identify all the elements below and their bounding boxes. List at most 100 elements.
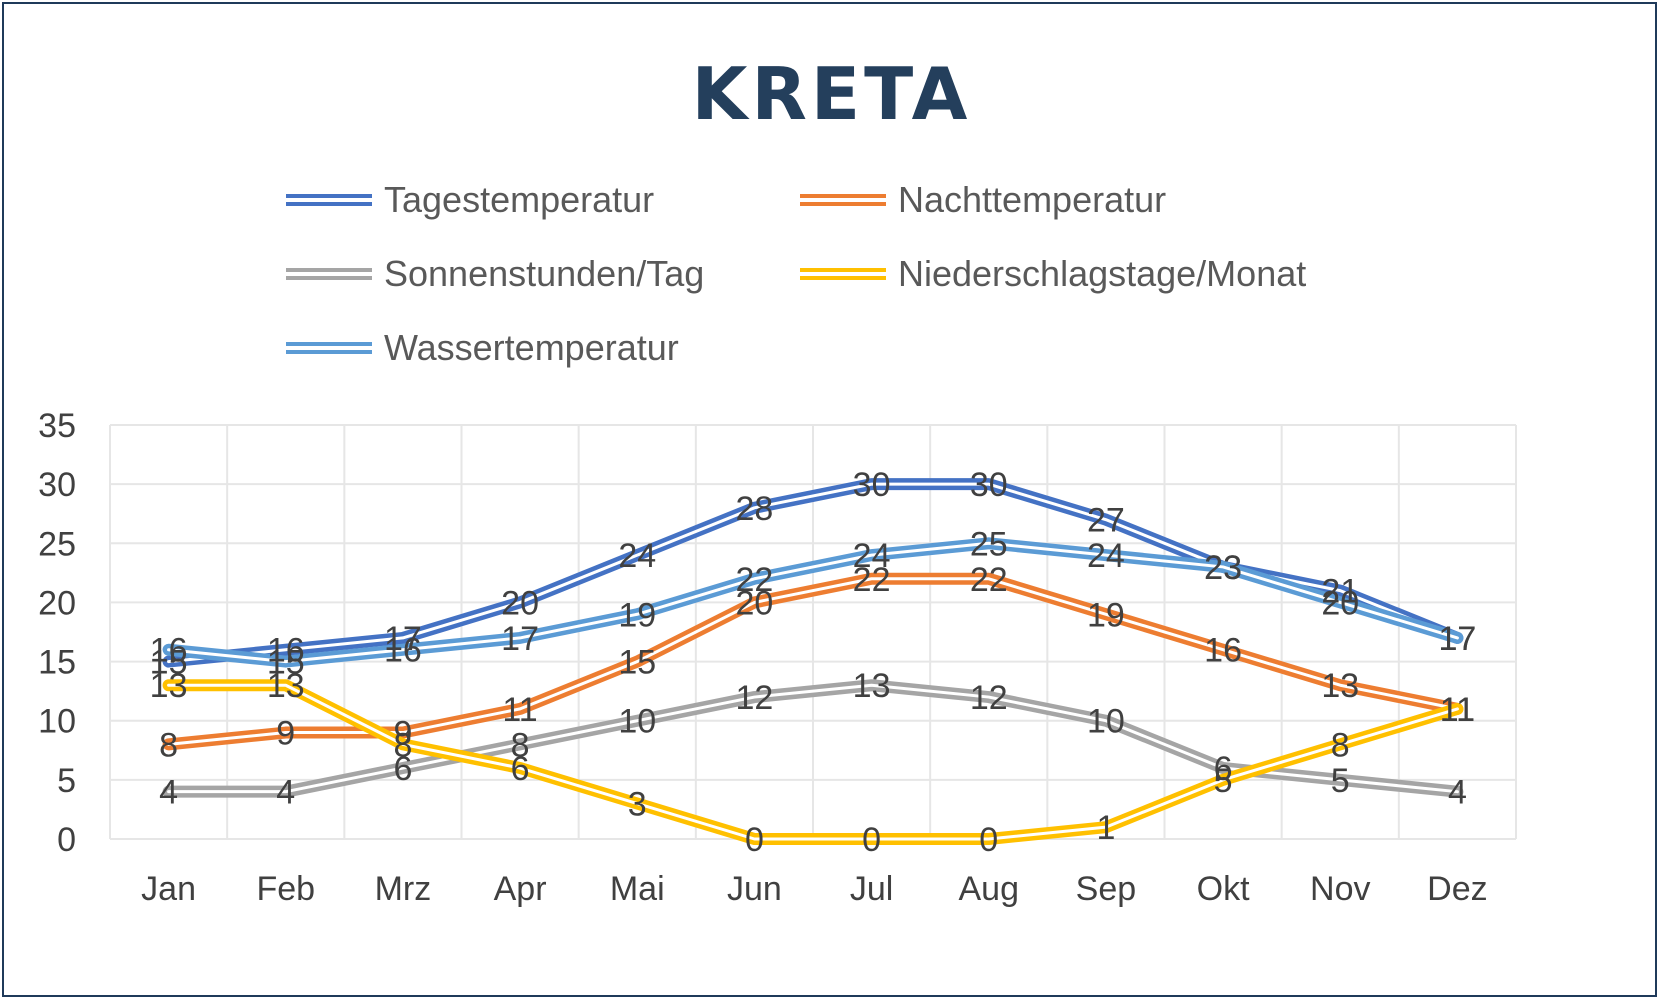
chart-title: KRETA	[691, 52, 972, 136]
legend-label-wassertemperatur: Wassertemperatur	[384, 327, 679, 368]
data-label-niederschlagstage-monat-apr: 6	[511, 750, 530, 788]
x-tick-label-mai: Mai	[610, 870, 665, 908]
legend-item-sonnenstunden: Sonnenstunden/Tag	[286, 253, 705, 294]
data-label-nachttemperatur-dez: 11	[1440, 691, 1475, 729]
data-label-nachttemperatur-jan: 8	[159, 726, 178, 764]
data-label-sonnenstunden-tag-nov: 5	[1331, 762, 1350, 800]
data-label-tagestemperatur-apr: 20	[501, 584, 539, 622]
data-label-tagestemperatur-jul: 30	[853, 466, 891, 504]
data-label-sonnenstunden-tag-okt: 6	[1214, 750, 1233, 788]
legend-item-niederschlagstage: Niederschlagstage/Monat	[800, 253, 1307, 294]
data-label-wassertemperatur-sep: 24	[1087, 537, 1125, 575]
series-line-inner-niederschlagstage-monat	[167, 683, 1459, 841]
data-label-nachttemperatur-nov: 13	[1321, 667, 1359, 705]
data-label-tagestemperatur-mrz: 17	[384, 620, 422, 658]
chart-legend: Tagestemperatur Nachttemperatur Sonnenst…	[4, 4, 1659, 424]
data-label-nachttemperatur-sep: 19	[1087, 596, 1125, 634]
data-label-wassertemperatur-apr: 17	[501, 620, 539, 658]
data-label-wassertemperatur-mai: 19	[618, 596, 656, 634]
data-label-nachttemperatur-okt: 16	[1204, 632, 1242, 670]
y-tick-label-10: 10	[38, 703, 76, 741]
data-label-sonnenstunden-tag-mai: 10	[618, 703, 656, 741]
x-tick-label-apr: Apr	[494, 870, 547, 908]
x-tick-label-nov: Nov	[1310, 870, 1370, 908]
data-label-sonnenstunden-tag-jun: 12	[736, 679, 774, 717]
data-label-tagestemperatur-jun: 28	[736, 490, 774, 528]
data-label-wassertemperatur-jan: 16	[150, 632, 188, 670]
data-label-nachttemperatur-apr: 11	[502, 691, 537, 729]
legend-swatch-wassertemperatur	[286, 341, 372, 355]
data-label-nachttemperatur-mai: 15	[618, 644, 656, 682]
legend-label-sonnenstunden: Sonnenstunden/Tag	[384, 253, 705, 294]
data-label-wassertemperatur-feb: 15	[267, 644, 305, 682]
data-label-tagestemperatur-feb: 16	[267, 632, 305, 670]
y-tick-label-30: 30	[38, 466, 76, 504]
y-tick-label-25: 25	[38, 525, 76, 563]
data-label-wassertemperatur-mrz: 16	[384, 632, 422, 670]
data-label-sonnenstunden-tag-mrz: 6	[393, 750, 412, 788]
data-label-nachttemperatur-jun: 20	[736, 584, 774, 622]
data-label-sonnenstunden-tag-sep: 10	[1087, 703, 1125, 741]
legend-swatch-sonnenstunden	[286, 267, 372, 281]
data-label-sonnenstunden-tag-aug: 12	[970, 679, 1008, 717]
data-label-niederschlagstage-monat-dez: 11	[1440, 691, 1475, 729]
y-tick-label-15: 15	[38, 644, 76, 682]
data-label-sonnenstunden-tag-jan: 4	[159, 774, 178, 812]
legend-item-nachttemperatur: Nachttemperatur	[800, 179, 1167, 220]
x-tick-label-mrz: Mrz	[375, 870, 432, 908]
x-tick-label-jul: Jul	[850, 870, 893, 908]
data-label-tagestemperatur-sep: 27	[1087, 502, 1125, 540]
data-label-tagestemperatur-dez: 17	[1439, 620, 1477, 658]
data-label-tagestemperatur-jan: 15	[150, 644, 188, 682]
data-label-tagestemperatur-mai: 24	[618, 537, 656, 575]
data-label-wassertemperatur-jul: 24	[853, 537, 891, 575]
data-label-nachttemperatur-jul: 22	[853, 561, 891, 599]
data-label-nachttemperatur-mrz: 9	[393, 715, 412, 753]
y-tick-label-20: 20	[38, 584, 76, 622]
x-tick-label-jan: Jan	[141, 870, 196, 908]
data-label-niederschlagstage-monat-aug: 0	[979, 821, 998, 859]
data-label-tagestemperatur-okt: 23	[1204, 549, 1242, 587]
data-label-sonnenstunden-tag-feb: 4	[276, 774, 295, 812]
legend-label-tagestemperatur: Tagestemperatur	[384, 179, 655, 220]
legend-label-niederschlagstage: Niederschlagstage/Monat	[898, 253, 1307, 294]
data-label-sonnenstunden-tag-apr: 8	[511, 726, 530, 764]
data-label-wassertemperatur-dez: 17	[1439, 620, 1477, 658]
data-label-nachttemperatur-aug: 22	[970, 561, 1008, 599]
x-tick-label-jun: Jun	[727, 870, 782, 908]
x-tick-label-feb: Feb	[256, 870, 315, 908]
data-label-nachttemperatur-feb: 9	[276, 715, 295, 753]
legend-item-wassertemperatur: Wassertemperatur	[286, 327, 679, 368]
data-label-wassertemperatur-okt: 23	[1204, 549, 1242, 587]
data-label-wassertemperatur-jun: 22	[736, 561, 774, 599]
data-label-niederschlagstage-monat-nov: 8	[1331, 726, 1350, 764]
data-label-niederschlagstage-monat-jan: 13	[150, 667, 188, 705]
data-label-tagestemperatur-nov: 21	[1321, 573, 1359, 611]
x-tick-label-aug: Aug	[959, 870, 1020, 908]
y-tick-label-35: 35	[38, 407, 76, 445]
data-label-niederschlagstage-monat-okt: 5	[1214, 762, 1233, 800]
x-tick-label-sep: Sep	[1076, 870, 1137, 908]
y-tick-label-0: 0	[57, 821, 76, 859]
x-tick-label-dez: Dez	[1427, 870, 1487, 908]
x-tick-label-okt: Okt	[1197, 870, 1250, 908]
data-label-niederschlagstage-monat-sep: 1	[1096, 809, 1115, 847]
data-label-tagestemperatur-aug: 30	[970, 466, 1008, 504]
legend-swatch-nachttemperatur	[800, 193, 886, 207]
series-line-inner-wassertemperatur	[167, 541, 1459, 664]
data-label-niederschlagstage-monat-feb: 13	[267, 667, 305, 705]
legend-item-tagestemperatur: Tagestemperatur	[286, 179, 655, 220]
data-label-niederschlagstage-monat-jul: 0	[862, 821, 881, 859]
data-label-sonnenstunden-tag-dez: 4	[1448, 774, 1467, 812]
data-label-niederschlagstage-monat-jun: 0	[745, 821, 764, 859]
data-label-wassertemperatur-aug: 25	[970, 525, 1008, 563]
legend-swatch-niederschlagstage	[800, 267, 886, 281]
legend-swatch-tagestemperatur	[286, 193, 372, 207]
data-label-sonnenstunden-tag-jul: 13	[853, 667, 891, 705]
data-label-niederschlagstage-monat-mrz: 8	[393, 726, 412, 764]
legend-label-nachttemperatur: Nachttemperatur	[898, 179, 1167, 220]
data-label-niederschlagstage-monat-mai: 3	[628, 786, 647, 824]
y-tick-label-5: 5	[57, 762, 76, 800]
